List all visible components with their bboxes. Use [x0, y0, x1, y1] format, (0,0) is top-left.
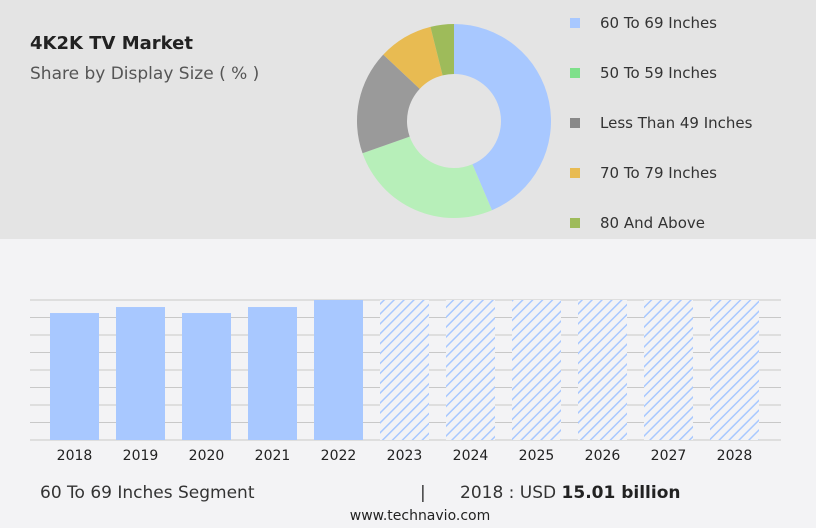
pie-slice: [357, 54, 420, 154]
x-tick-label: 2028: [717, 448, 753, 464]
pie-slice: [383, 26, 443, 89]
year-label: 2018 : USD: [460, 483, 557, 503]
x-tick-label: 2021: [255, 448, 291, 464]
legend-item: Less Than 49 Inches: [570, 114, 752, 132]
x-tick-label: 2025: [519, 448, 555, 464]
source-url: www.technavio.com: [349, 508, 491, 524]
legend-label: 70 To 79 Inches: [600, 164, 717, 182]
segment-value: 15.01 billion: [561, 483, 681, 503]
legend-swatch: [570, 168, 580, 178]
segment-label: 60 To 69 Inches Segment: [40, 483, 255, 503]
legend-label: 50 To 59 Inches: [600, 64, 717, 82]
forecast-bar-2028: [710, 300, 759, 440]
x-tick-label: 2019: [123, 448, 159, 464]
separator: |: [420, 483, 426, 503]
forecast-bar-2023: [380, 300, 429, 440]
bar-2020: [182, 313, 231, 440]
bar-2022: [314, 300, 363, 440]
x-tick-label: 2027: [651, 448, 687, 464]
bar-2021: [248, 307, 297, 440]
chart-title: 4K2K TV Market: [30, 33, 193, 54]
legend-swatch: [570, 118, 580, 128]
bar-2018: [50, 313, 99, 440]
legend-label: 80 And Above: [600, 214, 705, 232]
forecast-bar-2025: [512, 300, 561, 440]
pie-slice: [362, 136, 492, 218]
legend-swatch: [570, 18, 580, 28]
x-tick-label: 2024: [453, 448, 489, 464]
pie-slice: [454, 24, 551, 211]
legend-item: 50 To 59 Inches: [570, 64, 717, 82]
forecast-bar-2027: [644, 300, 693, 440]
legend-item: 80 And Above: [570, 214, 705, 232]
legend-label: 60 To 69 Inches: [600, 14, 717, 32]
forecast-bar-2024: [446, 300, 495, 440]
x-tick-label: 2020: [189, 448, 225, 464]
x-tick-label: 2023: [387, 448, 423, 464]
chart-subtitle: Share by Display Size ( % ): [30, 64, 260, 84]
legend-label: Less Than 49 Inches: [600, 114, 753, 132]
legend-item: 60 To 69 Inches: [570, 14, 717, 32]
forecast-bar-2026: [578, 300, 627, 440]
bar-2019: [116, 307, 165, 440]
legend-swatch: [570, 68, 580, 78]
x-tick-label: 2018: [57, 448, 93, 464]
legend-swatch: [570, 218, 580, 228]
x-tick-label: 2026: [585, 448, 621, 464]
x-tick-label: 2022: [321, 448, 357, 464]
pie-slice: [430, 24, 454, 76]
legend-item: 70 To 79 Inches: [570, 164, 717, 182]
